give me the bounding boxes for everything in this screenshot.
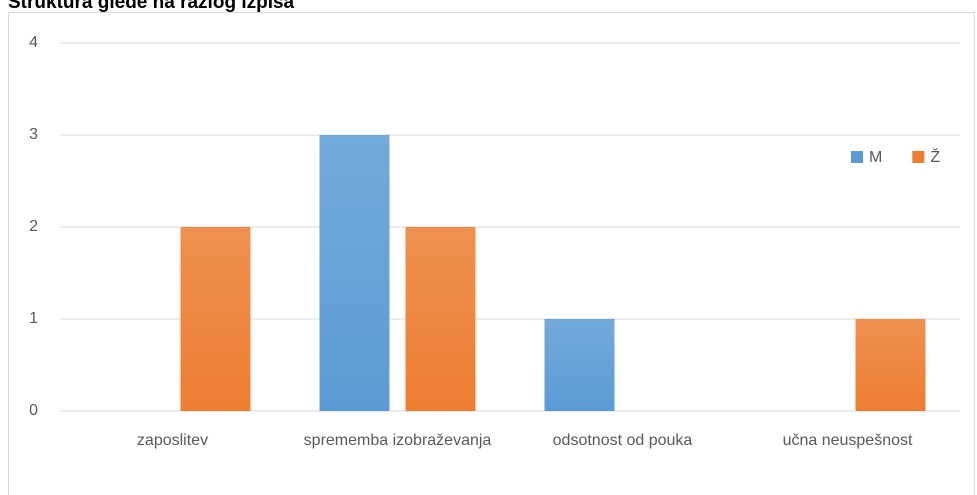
bar: [855, 319, 926, 411]
chart-title: Struktura glede na razlog izpisa: [8, 0, 295, 13]
x-tick-label: sprememba izobraževanja: [303, 432, 492, 449]
legend-label: M: [869, 149, 882, 166]
x-tick-label: učna neuspešnost: [782, 432, 913, 449]
bar: [319, 135, 390, 411]
y-tick-label: 4: [29, 34, 38, 51]
legend-swatch: [912, 151, 925, 163]
bar: [180, 227, 251, 411]
bar: [405, 227, 476, 411]
y-tick-label: 0: [29, 402, 38, 419]
y-tick-label: 3: [29, 126, 38, 143]
y-tick-label: 2: [29, 218, 38, 235]
bar: [544, 319, 615, 411]
x-tick-label: zaposlitev: [136, 432, 209, 449]
legend-swatch: [851, 151, 863, 163]
chart-border: [8, 12, 975, 495]
legend-label: Ž: [930, 147, 940, 166]
x-tick-label: odsotnost od pouka: [552, 432, 693, 449]
y-tick-label: 1: [29, 310, 38, 327]
